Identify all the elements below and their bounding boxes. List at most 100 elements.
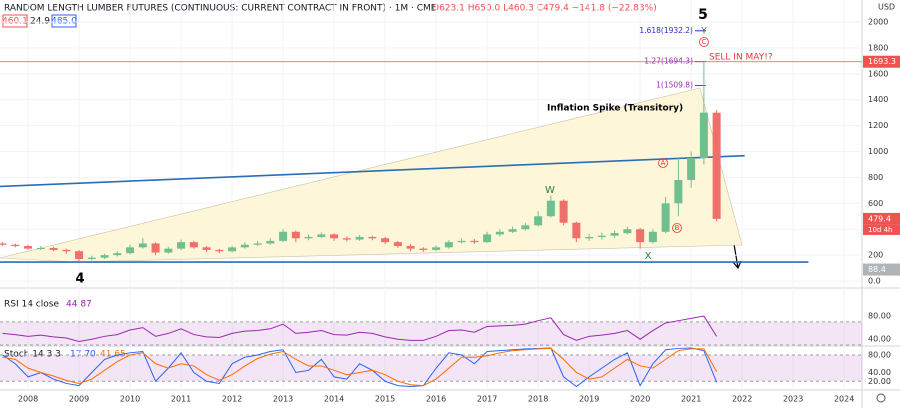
y-tick-label: 1400 [868, 95, 888, 104]
fib-label: 1.618(1932.2) [639, 26, 693, 35]
y-tick-label: 40.00 [868, 368, 891, 377]
candle-body [291, 231, 300, 239]
x-tick-label: 2014 [324, 395, 344, 404]
stoch-d-last: 41.65 [100, 350, 126, 360]
candle-body [342, 238, 351, 240]
candle-body [381, 238, 390, 243]
candle-body [228, 247, 237, 252]
candle-body [215, 249, 224, 252]
candle-body [62, 249, 71, 252]
annotation: Inflation Spike (Transitory) [547, 104, 683, 114]
indicator-line [2, 347, 718, 388]
y-tick-label: 1200 [868, 121, 888, 130]
candle-body [266, 240, 275, 244]
candle-body [0, 243, 7, 245]
candle-body [648, 231, 657, 243]
x-tick-label: 2009 [69, 395, 89, 404]
y-tick-label: 1800 [868, 43, 888, 52]
annotation: C [702, 38, 707, 46]
x-tick-label: 2017 [477, 395, 497, 404]
candle-body [189, 242, 198, 248]
y-tick-label: 2000 [868, 18, 888, 27]
candle-body [699, 112, 708, 158]
annotation-circle [672, 223, 682, 233]
price-badge [863, 212, 900, 225]
candle-body [457, 240, 466, 243]
y-tick-label: 80.00 [868, 312, 891, 321]
candle-body [636, 229, 645, 243]
candle-body [164, 248, 173, 253]
annotation: W [545, 185, 555, 196]
candle-body [177, 242, 186, 249]
quote-box [51, 14, 77, 28]
candle-body [444, 242, 453, 248]
candle-body [113, 253, 122, 256]
x-tick-label: 2010 [120, 395, 140, 404]
ohlc-header: O623.1 H650.0 L460.3 C479.4 −141.8 (−22.… [432, 4, 657, 14]
countdown-badge [863, 224, 900, 235]
wedge [0, 87, 743, 263]
annotation: 4 [75, 272, 84, 287]
annotation: A [661, 159, 666, 167]
indicator-line [2, 347, 718, 387]
candle-body [661, 203, 670, 232]
countdown: 10d 4h [868, 226, 892, 234]
candle-body [432, 247, 441, 250]
candle-body [126, 247, 135, 254]
candle-body [75, 251, 84, 259]
x-tick-label: 2020 [630, 395, 650, 404]
x-tick-label: 2015 [375, 395, 395, 404]
candle-body [687, 157, 696, 180]
settings-icon[interactable] [876, 393, 886, 403]
chart-title: RANDOM LENGTH LUMBER FUTURES (CONTINUOUS… [4, 4, 437, 14]
candle-body [304, 236, 313, 239]
candle-body [534, 216, 543, 226]
candle-body [240, 244, 249, 248]
candle-body [610, 233, 619, 236]
x-tick-label: 2024 [834, 395, 854, 404]
trendline [0, 154, 745, 188]
candle-body [138, 243, 147, 248]
band [0, 321, 862, 345]
candle-body [11, 244, 20, 247]
candle-body [572, 222, 581, 239]
annotation-circle [699, 37, 709, 47]
candle-body [674, 180, 683, 204]
currency: USD [878, 3, 895, 12]
price-badge-label: 479.4 [868, 214, 891, 223]
price-badge [863, 263, 900, 276]
candle-body [330, 234, 339, 239]
annotation: SELL IN MAY!? [709, 53, 773, 63]
x-tick-label: 2008 [18, 395, 38, 404]
x-tick-label: 2021 [681, 395, 701, 404]
candle-body [521, 225, 530, 230]
candle-body [483, 234, 492, 243]
y-tick-label: 40.00 [868, 335, 891, 344]
y-tick-label: 1600 [868, 69, 888, 78]
candle-body [546, 200, 555, 217]
quote-box [2, 14, 28, 28]
candle-body [253, 243, 262, 245]
candle-body [585, 236, 594, 239]
annotation: Y [700, 27, 707, 37]
x-tick-label: 2012 [222, 395, 242, 404]
stoch-k-last: 17.70 [70, 350, 96, 360]
x-tick-label: 2016 [426, 395, 446, 404]
x-tick-label: 2019 [579, 395, 599, 404]
candle-body [623, 229, 632, 234]
y-tick-label: 600 [868, 199, 883, 208]
candle-body [368, 236, 377, 239]
annotation: 5 [698, 7, 708, 23]
annotation: B [675, 224, 680, 232]
candle-body [279, 231, 288, 241]
candle-body [100, 255, 109, 258]
x-tick-label: 2023 [783, 395, 803, 404]
candle-body [355, 236, 364, 240]
y-tick-label: 0.0 [868, 277, 881, 286]
annotation-circle [658, 158, 668, 168]
candle-body [87, 257, 96, 259]
quote-box-text: 460.1 [2, 17, 28, 27]
price-badge [863, 55, 900, 68]
candle-body [508, 229, 517, 232]
price-badge-label: 88.4 [868, 265, 886, 274]
